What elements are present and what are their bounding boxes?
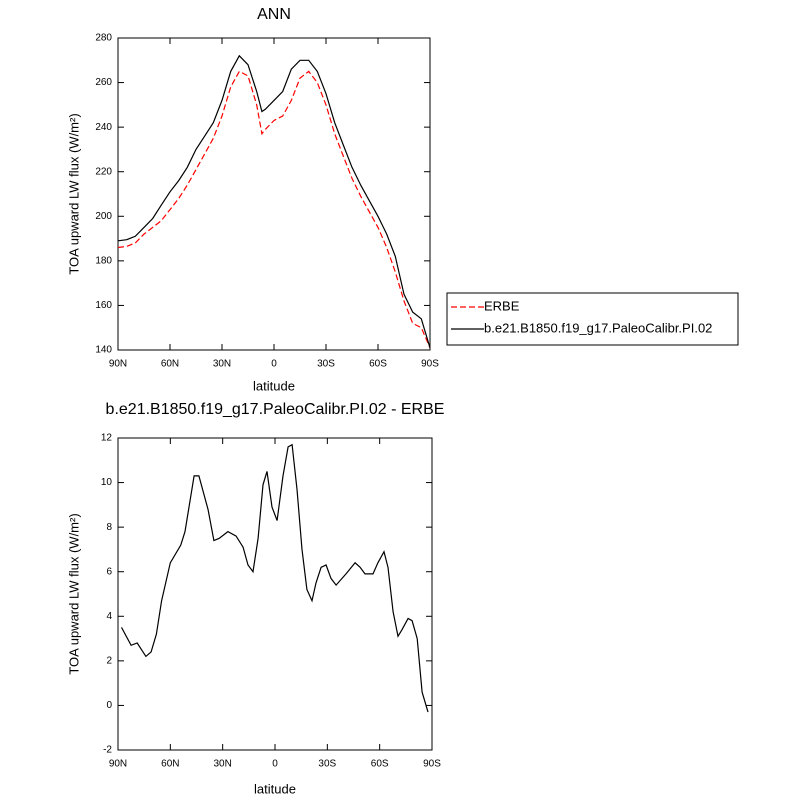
y-axis-label: TOA upward LW flux (W/m²) xyxy=(66,113,81,274)
x-tick-label: 30S xyxy=(318,759,336,770)
x-axis-label: latitude xyxy=(253,378,295,393)
plot-frame xyxy=(117,37,431,351)
y-tick-label: 260 xyxy=(95,77,112,88)
y-tick-label: 280 xyxy=(95,33,112,44)
x-tick-label: 60S xyxy=(371,759,389,770)
y-tick-label: 6 xyxy=(106,566,112,577)
x-tick-label: 30S xyxy=(317,359,335,370)
y-tick-label: 140 xyxy=(95,345,112,356)
data-line xyxy=(117,70,431,349)
x-tick-label: 0 xyxy=(272,759,278,770)
x-tick-label: 30N xyxy=(213,359,231,370)
y-tick-label: 180 xyxy=(95,255,112,266)
x-tick-label: 90N xyxy=(109,359,127,370)
x-tick-label: 60N xyxy=(161,759,179,770)
y-tick-label: 12 xyxy=(101,433,113,444)
chart-title: ANN xyxy=(257,6,291,23)
data-line xyxy=(120,443,429,713)
legend-box xyxy=(446,292,739,346)
x-tick-label: 30N xyxy=(213,759,231,770)
y-tick-label: 200 xyxy=(95,211,112,222)
x-axis-label: latitude xyxy=(254,781,296,796)
y-tick-label: -2 xyxy=(103,745,112,756)
x-tick-label: 60S xyxy=(369,359,387,370)
y-tick-label: 4 xyxy=(106,611,112,622)
y-tick-label: 10 xyxy=(101,477,113,488)
y-tick-label: 240 xyxy=(95,122,112,133)
x-tick-label: 60N xyxy=(161,359,179,370)
x-tick-label: 0 xyxy=(271,359,277,370)
chart-title: b.e21.B1850.f19_g17.PaleoCalibr.PI.02 - … xyxy=(106,401,445,418)
y-tick-label: 220 xyxy=(95,166,112,177)
legend-label: ERBE xyxy=(484,298,520,313)
legend-label: b.e21.B1850.f19_g17.PaleoCalibr.PI.02 xyxy=(484,320,712,335)
y-tick-label: 160 xyxy=(95,300,112,311)
y-tick-label: 0 xyxy=(106,700,112,711)
y-tick-label: 8 xyxy=(106,522,112,533)
plot-frame xyxy=(117,437,433,751)
x-tick-label: 90S xyxy=(423,759,441,770)
y-tick-label: 2 xyxy=(106,655,112,666)
y-axis-label: TOA upward LW flux (W/m²) xyxy=(66,513,81,674)
x-tick-label: 90N xyxy=(109,759,127,770)
data-line xyxy=(117,54,431,348)
x-tick-label: 90S xyxy=(421,359,439,370)
